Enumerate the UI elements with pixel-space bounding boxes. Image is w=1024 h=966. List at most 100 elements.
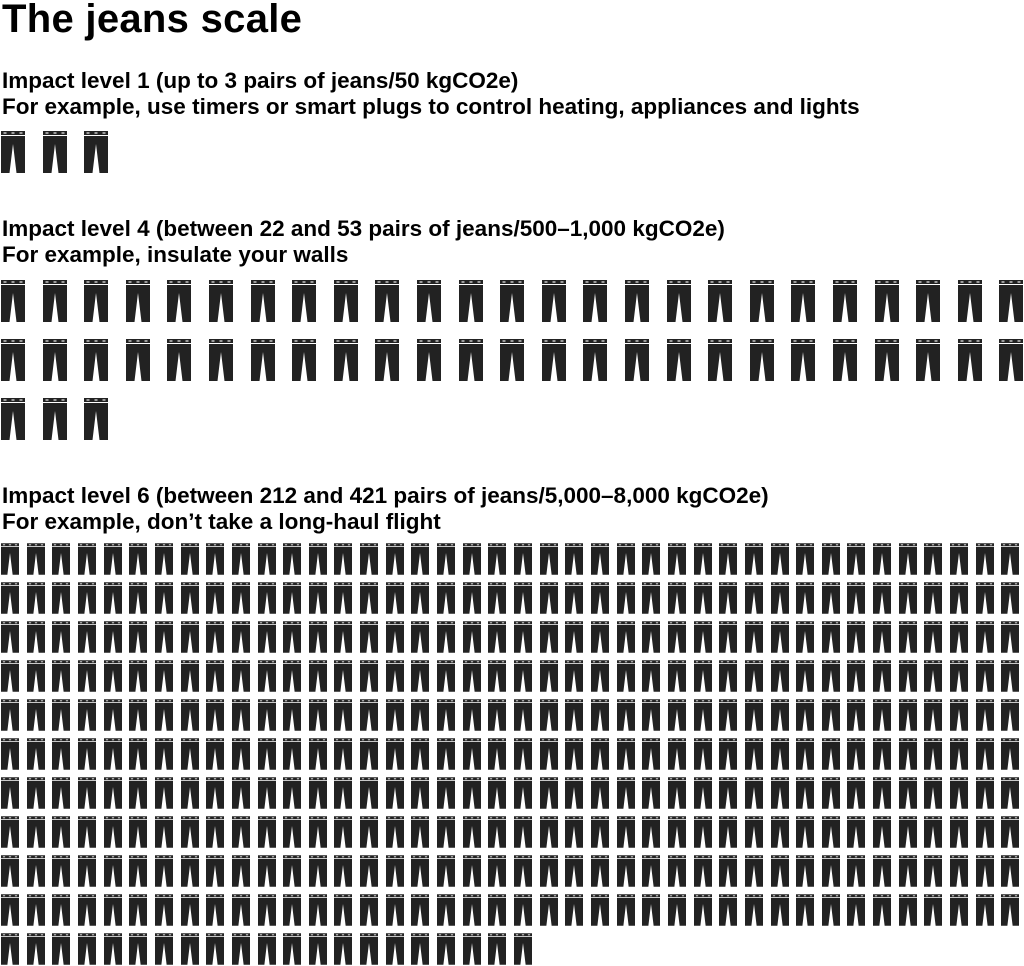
jeans-icon (514, 933, 532, 965)
jeans-icon (52, 777, 71, 809)
jeans-icon (950, 894, 969, 926)
jeans-icon (385, 933, 404, 965)
jeans-icon (1001, 855, 1020, 887)
jeans-icon (417, 280, 441, 322)
level-4-heading: Impact level 4 (between 22 and 53 pairs … (2, 216, 725, 268)
jeans-icon (257, 582, 276, 614)
jeans-icon (514, 621, 532, 653)
jeans-icon (231, 777, 250, 809)
jeans-icon (52, 543, 71, 575)
jeans-icon (796, 777, 815, 809)
jeans-icon (26, 699, 45, 731)
jeans-icon (1, 543, 19, 575)
jeans-icon (616, 621, 635, 653)
jeans-icon (1001, 894, 1020, 926)
jeans-icon (52, 894, 71, 926)
jeans-icon (103, 738, 122, 770)
jeans-icon (411, 777, 430, 809)
jeans-icon (1, 777, 19, 809)
jeans-icon (583, 280, 608, 322)
jeans-icon (385, 621, 404, 653)
jeans-icon (957, 280, 982, 322)
jeans-icon (719, 660, 738, 692)
jeans-icon (437, 699, 456, 731)
jeans-icon (334, 777, 353, 809)
jeans-icon (1, 339, 25, 381)
jeans-icon (898, 660, 917, 692)
jeans-icon (385, 699, 404, 731)
jeans-icon (209, 339, 233, 381)
jeans-icon (375, 280, 400, 322)
jeans-icon (539, 894, 558, 926)
jeans-icon (180, 855, 199, 887)
jeans-icon (950, 543, 969, 575)
jeans-icon (749, 280, 774, 322)
jeans-icon (129, 738, 148, 770)
jeans-icon (129, 660, 148, 692)
jeans-icon (84, 398, 109, 440)
jeans-icon (308, 621, 327, 653)
jeans-icon (206, 543, 225, 575)
jeans-icon (488, 816, 507, 848)
jeans-icon (898, 543, 917, 575)
jeans-icon (385, 894, 404, 926)
jeans-icon (283, 777, 302, 809)
jeans-icon (103, 894, 122, 926)
jeans-icon (719, 621, 738, 653)
jeans-icon (821, 816, 840, 848)
jeans-icon (283, 894, 302, 926)
jeans-icon (26, 660, 45, 692)
jeans-icon (847, 543, 866, 575)
jeans-icon (565, 660, 584, 692)
jeans-icon (360, 777, 379, 809)
jeans-icon (334, 738, 353, 770)
jeans-icon (898, 816, 917, 848)
jeans-icon (950, 660, 969, 692)
jeans-icon (539, 777, 558, 809)
jeans-icon (541, 339, 566, 381)
jeans-icon (129, 855, 148, 887)
jeans-icon (719, 855, 738, 887)
jeans-icon (744, 699, 763, 731)
jeans-icon (873, 894, 892, 926)
jeans-icon (231, 660, 250, 692)
jeans-icon (52, 855, 71, 887)
jeans-icon (52, 660, 71, 692)
jeans-icon (719, 894, 738, 926)
jeans-icon (1001, 816, 1020, 848)
jeans-icon (583, 339, 608, 381)
jeans-icon (821, 543, 840, 575)
jeans-icon (924, 816, 943, 848)
jeans-icon (129, 621, 148, 653)
jeans-icon (539, 699, 558, 731)
jeans-icon (1, 894, 19, 926)
jeans-icon (437, 855, 456, 887)
jeans-icon (180, 582, 199, 614)
jeans-icon (26, 738, 45, 770)
jeans-icon (154, 894, 173, 926)
jeans-icon (796, 894, 815, 926)
jeans-icon (744, 894, 763, 926)
jeans-icon (180, 738, 199, 770)
jeans-icon (257, 894, 276, 926)
jeans-icon (103, 816, 122, 848)
jeans-icon (590, 816, 609, 848)
jeans-icon (231, 621, 250, 653)
jeans-icon (642, 543, 661, 575)
jeans-icon (231, 855, 250, 887)
jeans-icon (231, 816, 250, 848)
jeans-icon (308, 543, 327, 575)
jeans-icon (833, 280, 857, 322)
jeans-icon (1001, 543, 1020, 575)
jeans-icon (283, 933, 302, 965)
jeans-icon (642, 582, 661, 614)
jeans-icon (719, 699, 738, 731)
jeans-icon (514, 699, 532, 731)
jeans-icon (308, 699, 327, 731)
jeans-icon (873, 699, 892, 731)
jeans-icon (488, 660, 507, 692)
jeans-icon (770, 621, 789, 653)
jeans-icon (616, 660, 635, 692)
jeans-icon (42, 398, 67, 440)
jeans-icon (749, 339, 774, 381)
